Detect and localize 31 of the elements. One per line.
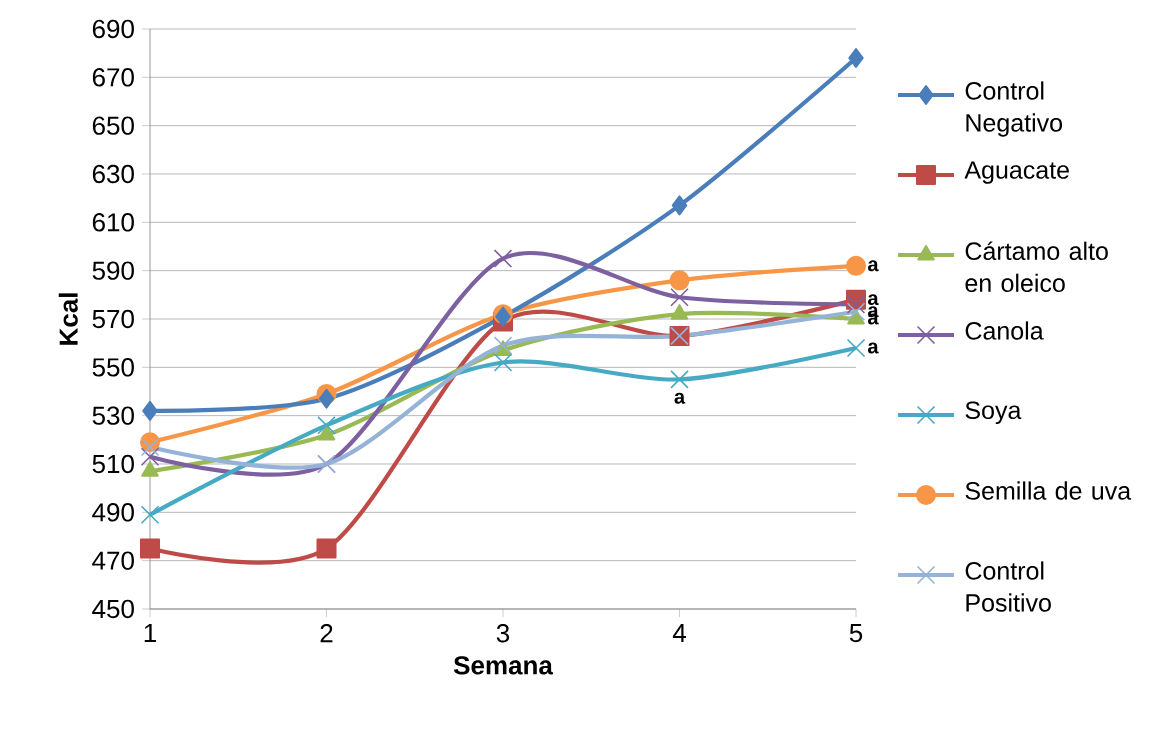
- annotation: a: [868, 260, 879, 272]
- annotation: a: [868, 294, 879, 306]
- y-tick-label: 470: [92, 551, 134, 570]
- y-tick-label: 530: [92, 406, 134, 425]
- y-tick-label: 670: [92, 68, 134, 87]
- x-tick-label: 4: [672, 624, 686, 642]
- y-tick-label: 510: [92, 454, 134, 474]
- y-axis-title: Kcal: [58, 293, 78, 345]
- y-tick-label: 590: [92, 261, 134, 280]
- y-tick-label: 570: [92, 309, 134, 329]
- legend-label: Aguacate: [964, 161, 1069, 184]
- x-tick-label: 1: [144, 624, 156, 642]
- legend-label: Soya: [965, 401, 1022, 425]
- x-tick-label: 3: [496, 624, 510, 643]
- legend-label: Cártamo alto en oleico: [965, 241, 1108, 293]
- x-tick-label: 2: [320, 624, 333, 643]
- y-tick-label: 630: [92, 164, 134, 184]
- legend-label: Control Positivo: [965, 561, 1051, 612]
- legend-label: Canola: [965, 321, 1044, 340]
- y-tick-label: 610: [92, 213, 134, 232]
- y-tick-label: 690: [92, 19, 134, 39]
- legend-label: Semilla de uva: [965, 481, 1132, 500]
- y-tick-label: 490: [92, 503, 134, 522]
- x-axis-title: Semana: [453, 656, 554, 675]
- y-tick-label: 550: [92, 358, 134, 377]
- x-tick-label: 5: [849, 624, 863, 643]
- legend-label: Control Negativo: [965, 81, 1063, 137]
- y-tick-label: 450: [92, 599, 134, 619]
- y-tick-label: 650: [92, 116, 134, 135]
- annotation: a: [674, 392, 686, 404]
- annotation: a: [868, 342, 879, 354]
